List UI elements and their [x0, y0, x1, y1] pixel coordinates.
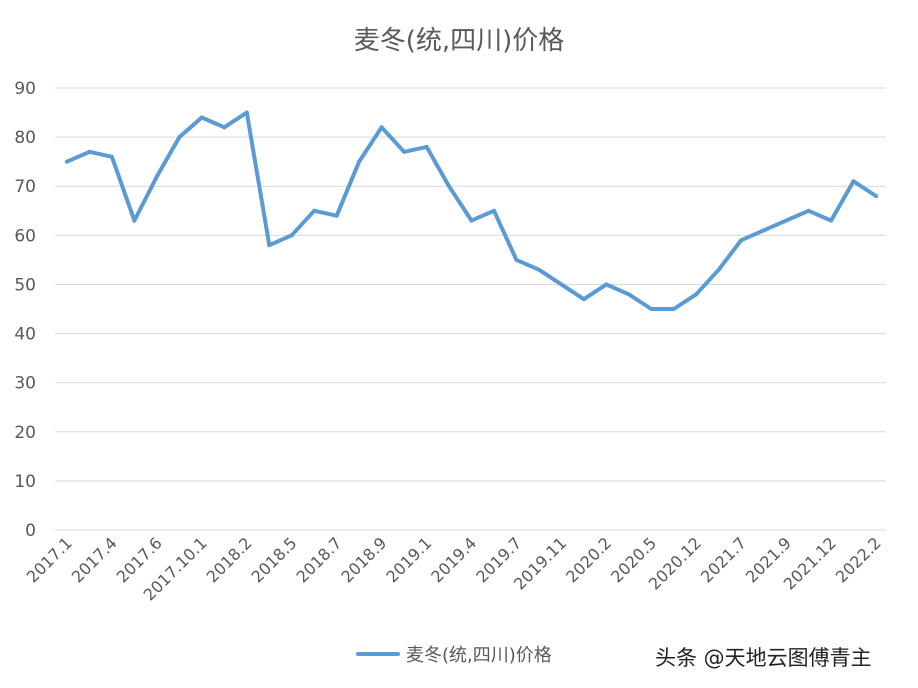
x-tick-label: 2018.9: [337, 533, 390, 586]
data-point: [626, 292, 631, 297]
x-tick-label: 2019.4: [427, 533, 480, 586]
x-tick-label: 2020.2: [562, 533, 615, 586]
data-point: [132, 218, 137, 223]
data-point: [379, 125, 384, 130]
data-point: [199, 115, 204, 120]
data-point: [784, 218, 789, 223]
x-tick-label: 2018.2: [203, 533, 256, 586]
data-point: [559, 282, 564, 287]
chart-title: 麦冬(统,四川)价格: [353, 26, 565, 56]
watermark: 头条 @天地云图傅青主: [655, 646, 872, 670]
data-point: [649, 307, 654, 311]
x-tick-label: 2019.1: [382, 533, 435, 586]
x-tick-label: 2021.7: [697, 533, 750, 586]
data-point: [244, 110, 249, 115]
y-tick-label: 40: [14, 325, 36, 345]
x-axis-ticks: 2017.12017.42017.62017.10.12018.22018.52…: [23, 533, 885, 604]
data-point: [874, 194, 878, 199]
y-tick-label: 30: [14, 374, 36, 394]
data-point: [334, 213, 339, 218]
data-point: [829, 218, 834, 223]
data-point: [222, 125, 227, 130]
data-point: [402, 149, 407, 154]
y-tick-label: 60: [14, 226, 36, 246]
data-point: [424, 144, 429, 149]
x-tick-label: 2018.7: [292, 533, 345, 586]
data-point: [87, 149, 92, 154]
data-point: [289, 233, 294, 238]
legend-label: 麦冬(统,四川)价格: [406, 645, 552, 666]
data-point: [671, 307, 676, 311]
data-point: [177, 135, 182, 140]
data-point: [851, 179, 856, 184]
y-tick-label: 90: [14, 79, 36, 99]
data-point: [447, 184, 452, 189]
y-tick-label: 70: [14, 177, 36, 197]
series-line: [65, 110, 878, 311]
data-point: [536, 267, 541, 272]
legend-swatch: [356, 652, 400, 656]
data-point: [761, 228, 766, 233]
data-point: [514, 257, 519, 262]
data-point: [469, 218, 474, 223]
legend: 麦冬(统,四川)价格: [356, 642, 552, 666]
data-point: [312, 208, 317, 213]
y-tick-label: 50: [14, 275, 36, 295]
x-tick-label: 2017.1: [23, 533, 76, 586]
x-tick-label: 2018.5: [248, 533, 301, 586]
x-tick-label: 2022.2: [832, 533, 885, 586]
x-tick-label: 2017.4: [68, 533, 121, 586]
data-point: [739, 238, 744, 243]
data-point: [694, 292, 699, 297]
data-point: [154, 174, 159, 179]
gridlines: [55, 87, 886, 531]
data-point: [109, 154, 114, 159]
data-point: [581, 297, 586, 302]
data-point: [491, 208, 496, 213]
data-point: [357, 159, 362, 164]
y-tick-label: 10: [14, 472, 36, 492]
series-layer: [65, 110, 878, 311]
y-tick-label: 20: [14, 423, 36, 443]
data-point: [604, 282, 609, 287]
y-tick-label: 80: [14, 128, 36, 148]
data-point: [716, 267, 721, 272]
data-point: [65, 159, 69, 164]
data-point: [806, 208, 811, 213]
y-axis-ticks: 0 10 20 30 40 50 60 70 80 90: [14, 79, 36, 541]
y-tick-label: 0: [25, 521, 36, 541]
data-point: [267, 243, 272, 248]
